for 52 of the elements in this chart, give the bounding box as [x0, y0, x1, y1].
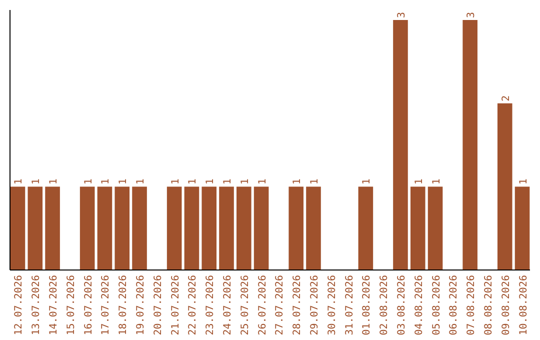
x-tick-label: 15.07.2026 — [66, 275, 77, 336]
x-tick-label: 31.07.2026 — [344, 275, 356, 336]
data-label: 1 — [188, 178, 199, 185]
x-tick-label: 04.08.2026 — [414, 275, 425, 336]
x-tick-label: 14.07.2026 — [48, 275, 60, 336]
data-label: 1 — [136, 178, 147, 185]
data-label: 1 — [414, 178, 425, 185]
data-label: 1 — [100, 178, 112, 185]
x-tick-label: 06.08.2026 — [448, 275, 460, 336]
x-tick-label: 26.07.2026 — [257, 275, 268, 336]
x-tick-label: 07.08.2026 — [466, 275, 478, 336]
x-tick-label: 12.07.2026 — [14, 275, 25, 336]
x-tick-label: 24.07.2026 — [222, 275, 234, 336]
data-label: 1 — [205, 178, 216, 185]
x-tick-label: 28.07.2026 — [292, 275, 304, 336]
data-label: 1 — [257, 178, 268, 185]
data-label: 1 — [31, 178, 42, 185]
data-label: 1 — [431, 178, 442, 185]
x-tick-label: 08.08.2026 — [483, 275, 494, 336]
x-tick-label: 20.07.2026 — [152, 275, 164, 336]
x-tick-label: 03.08.2026 — [396, 275, 408, 336]
x-tick-label: 16.07.2026 — [83, 275, 94, 336]
x-tick-label: 25.07.2026 — [240, 275, 251, 336]
data-label: 1 — [240, 178, 251, 185]
data-label: 1 — [292, 178, 304, 185]
data-label: 3 — [466, 12, 478, 18]
data-label: 1 — [118, 178, 130, 185]
data-label: 3 — [396, 12, 408, 18]
x-tick-label: 22.07.2026 — [188, 275, 199, 336]
data-label: 1 — [170, 178, 182, 185]
x-tick-label: 30.07.2026 — [326, 275, 338, 336]
data-label: 2 — [500, 95, 512, 102]
x-tick-label: 19.07.2026 — [136, 275, 147, 336]
x-tick-label: 02.08.2026 — [379, 275, 390, 336]
data-label: 1 — [83, 178, 94, 185]
data-label: 1 — [518, 178, 530, 185]
x-tick-label: 10.08.2026 — [518, 275, 530, 336]
x-tick-label: 01.08.2026 — [362, 275, 373, 336]
x-tick-label: 05.08.2026 — [431, 275, 442, 336]
x-tick-label: 23.07.2026 — [205, 275, 216, 336]
x-tick-label: 13.07.2026 — [31, 275, 42, 336]
data-label: 1 — [14, 178, 25, 185]
x-tick-label: 09.08.2026 — [500, 275, 512, 336]
x-tick-label: 21.07.2026 — [170, 275, 182, 336]
data-label: 1 — [48, 178, 60, 185]
x-tick-label: 27.07.2026 — [274, 275, 286, 336]
x-tick-label: 17.07.2026 — [100, 275, 112, 336]
x-tick-label: 29.07.2026 — [309, 275, 320, 336]
data-label: 1 — [362, 178, 373, 185]
x-tick-label: 18.07.2026 — [118, 275, 130, 336]
data-label: 1 — [222, 178, 234, 185]
data-label: 1 — [309, 178, 320, 185]
